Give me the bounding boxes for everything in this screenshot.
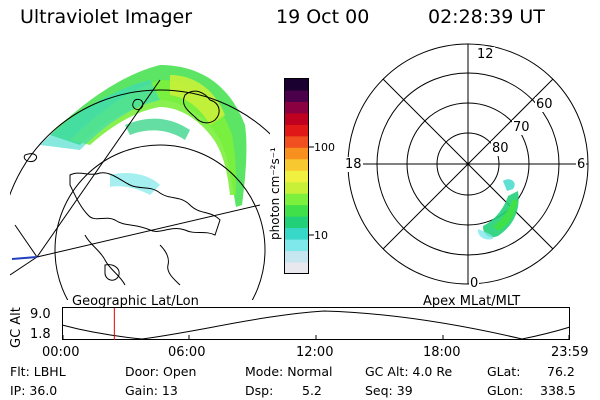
glon-value: 338.5 — [540, 383, 576, 398]
door-info: Door: Open — [125, 364, 197, 379]
timeline-tick-1200: 12:00 — [296, 345, 334, 360]
gc-alt-info: GC Alt: 4.0 Re — [365, 364, 453, 379]
filter-info: Flt: LBHL — [10, 364, 66, 379]
seq-info: Seq: 39 — [365, 383, 413, 398]
colorbar-segment — [284, 250, 309, 263]
colorbar-segment — [284, 124, 309, 137]
gain-info: Gain: 13 — [125, 383, 178, 398]
aurora-band — [40, 65, 247, 207]
colorbar-segment — [284, 181, 309, 194]
latlon-grid — [10, 79, 270, 300]
glat-value: 76.2 — [547, 364, 575, 379]
timeline-tick-0000: 00:00 — [42, 345, 80, 360]
geographic-map — [10, 65, 270, 300]
colorbar — [284, 78, 314, 274]
colorbar-segment — [284, 204, 309, 217]
timeline-tick-0600: 06:00 — [168, 345, 206, 360]
mlt-label-0: 0 — [469, 276, 480, 291]
mlat-label-70: 70 — [512, 120, 531, 135]
colorbar-segment — [284, 158, 309, 171]
timeline-tick-1800: 18:00 — [423, 345, 461, 360]
colorbar-segment — [284, 262, 309, 274]
polar-plot-label: Apex MLat/MLT — [423, 294, 521, 309]
geo-map-label: Geographic Lat/Lon — [72, 294, 199, 309]
colorbar-segment — [284, 239, 309, 252]
colorbar-segment — [284, 227, 309, 240]
colorbar-segment — [284, 193, 309, 206]
instrument-title: Ultraviolet Imager — [20, 6, 193, 28]
colorbar-segment — [284, 89, 309, 102]
dsp-label: Dsp: — [245, 383, 274, 398]
altitude-timeline — [61, 307, 571, 340]
mlt-label-18: 18 — [344, 157, 363, 172]
ip-info: IP: 36.0 — [10, 383, 58, 398]
timeline-axis-label: GC Alt — [9, 307, 24, 348]
timeline-ymin: 1.8 — [30, 327, 51, 342]
mlat-label-80: 80 — [491, 141, 510, 156]
colorbar-tick-100: 100 — [314, 141, 335, 154]
colorbar-segment — [284, 135, 309, 148]
glat-label: GLat: — [487, 364, 521, 379]
polar-aurora — [477, 179, 519, 240]
mlt-label-6: 6 — [576, 157, 587, 172]
date-label: 19 Oct 00 — [276, 6, 370, 28]
colorbar-segment — [284, 101, 309, 114]
timeline-tick-2359: 23:59 — [551, 345, 589, 360]
colorbar-tick-10: 10 — [314, 229, 328, 242]
colorbar-segment — [284, 112, 309, 125]
time-label: 02:28:39 UT — [428, 6, 545, 28]
mode-info: Mode: Normal — [245, 364, 333, 379]
colorbar-segment — [284, 78, 309, 91]
mlat-label-60: 60 — [535, 97, 554, 112]
colorbar-segment — [284, 216, 309, 229]
colorbar-unit-label: photon cm⁻²s⁻¹ — [268, 147, 282, 240]
colorbar-segment — [284, 147, 309, 160]
timeline-ymax: 9.0 — [30, 307, 51, 322]
mlt-label-12: 12 — [476, 47, 495, 62]
glon-label: GLon: — [487, 383, 524, 398]
colorbar-segment — [284, 170, 309, 183]
dsp-value: 5.2 — [302, 383, 322, 398]
polar-plot — [347, 43, 589, 285]
